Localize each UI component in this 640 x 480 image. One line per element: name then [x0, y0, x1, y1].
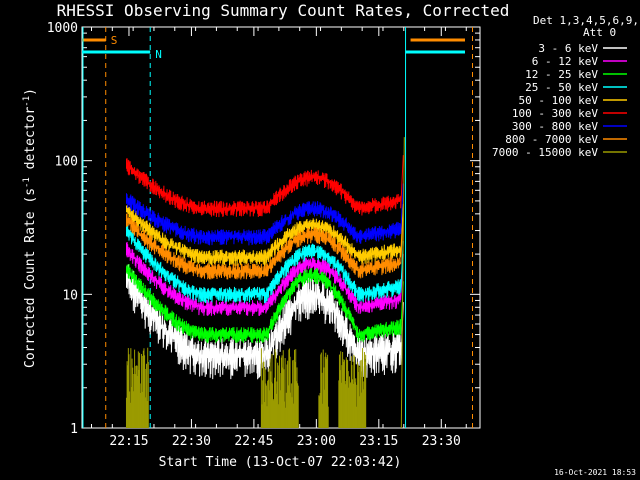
- series-3to6keV: [126, 264, 404, 380]
- legend-entry-label: 7000 - 15000 keV: [492, 146, 598, 159]
- series-50to100keV: [126, 203, 404, 266]
- series-line: [126, 263, 404, 344]
- legend-entry-label: 6 - 12 keV: [532, 55, 599, 68]
- night-flag-label: N: [155, 48, 162, 61]
- legend-entry-label: 300 - 800 keV: [512, 120, 598, 133]
- data-point: [400, 137, 405, 429]
- y-axis-label: Corrected Count Rate (s-1 detector-1): [22, 88, 38, 368]
- legend-header-2: Att 0: [583, 26, 616, 39]
- series-line: [126, 203, 404, 266]
- legend-entry-label: 100 - 300 keV: [512, 107, 598, 120]
- legend-entry-label: 12 - 25 keV: [525, 68, 598, 81]
- y-tick-label: 100: [55, 155, 78, 170]
- series-300to800keV: [126, 183, 404, 246]
- x-tick-label: 22:15: [109, 434, 148, 449]
- y-tick-label: 10: [62, 288, 78, 303]
- x-tick-label: 23:00: [297, 434, 336, 449]
- x-tick-label: 23:15: [359, 434, 398, 449]
- series-7000to15000keV: [125, 137, 405, 429]
- series-line: [126, 241, 404, 317]
- series-25to50keV: [126, 224, 404, 304]
- series-12to25keV: [126, 263, 404, 344]
- legend-entry-label: 50 - 100 keV: [519, 94, 599, 107]
- x-tick-label: 22:45: [234, 434, 273, 449]
- series-line: [126, 155, 404, 218]
- series-100to300keV: [126, 155, 404, 218]
- x-tick-label: 23:30: [422, 434, 461, 449]
- series-line: [126, 264, 404, 380]
- y-tick-label: 1000: [47, 21, 78, 36]
- legend-entry-label: 25 - 50 keV: [525, 81, 598, 94]
- plot-area: 1 10 100 1000 22:15 22:30 22:45 23:00 23:15 23:30…: [47, 21, 481, 449]
- series-line: [126, 224, 404, 304]
- x-tick-label: 22:30: [172, 434, 211, 449]
- x-axis-label: Start Time (13-Oct-07 22:03:42): [159, 455, 402, 470]
- chart-title: RHESSI Observing Summary Count Rates, Co…: [57, 1, 510, 20]
- y-tick-label: 1: [70, 422, 78, 437]
- legend-entry-label: 800 - 7000 keV: [505, 133, 598, 146]
- legend-entry-label: 3 - 6 keV: [538, 42, 598, 55]
- series-800to7000keV: [126, 213, 404, 280]
- footer-timestamp: 16-Oct-2021 18:53: [554, 468, 636, 477]
- saa-flag-label: S: [111, 34, 118, 47]
- series-6to12keV: [126, 241, 404, 317]
- series-line: [126, 213, 404, 280]
- legend-header-1: Det 1,3,4,5,6,9,: [533, 14, 639, 27]
- series-line: [126, 183, 404, 246]
